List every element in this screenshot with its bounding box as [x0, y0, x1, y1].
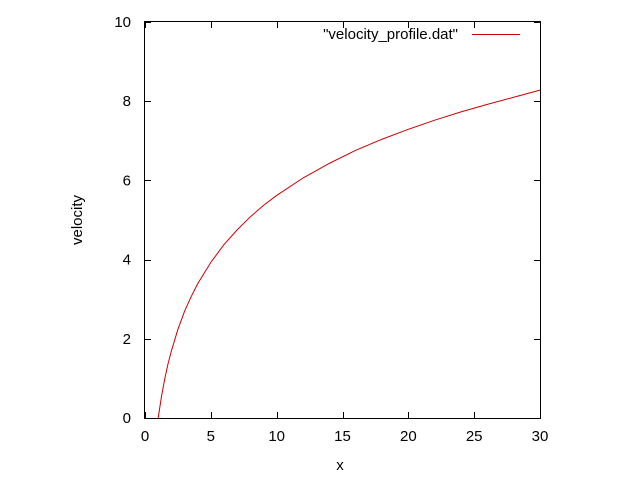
- tick-labels: 0 5 10 15 20 25 30 0 2 4 6 8 10: [114, 14, 548, 445]
- x-tick-label-5: 25: [466, 428, 483, 445]
- y-tick-label-3: 6: [123, 172, 131, 189]
- y-tick-label-1: 2: [123, 331, 131, 348]
- x-axis-label: x: [336, 457, 344, 474]
- y-tick-label-2: 4: [123, 252, 131, 269]
- x-tick-label-1: 5: [207, 428, 215, 445]
- x-tick-label-2: 10: [268, 428, 285, 445]
- x-tick-label-4: 20: [400, 428, 417, 445]
- legend-entry-label: "velocity_profile.dat": [323, 26, 458, 43]
- x-tick-label-3: 15: [334, 428, 351, 445]
- x-tick-label-0: 0: [141, 428, 149, 445]
- y-axis-label: velocity: [69, 194, 86, 245]
- legend: "velocity_profile.dat": [323, 26, 520, 43]
- tick-marks: [145, 22, 541, 419]
- y-tick-label-5: 10: [114, 14, 131, 31]
- y-tick-label-0: 0: [123, 410, 131, 427]
- x-tick-label-6: 30: [532, 428, 549, 445]
- plot-frame: [144, 21, 541, 419]
- y-tick-label-4: 8: [123, 93, 131, 110]
- velocity-series-line: [157, 89, 541, 419]
